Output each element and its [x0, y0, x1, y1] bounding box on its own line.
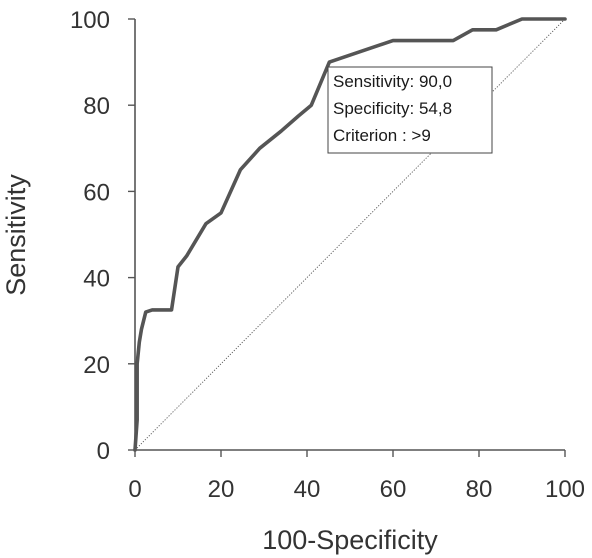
reference-line-layer	[134, 18, 566, 451]
x-tick-label: 0	[128, 476, 141, 503]
series-layer	[133, 17, 567, 452]
x-axis-title: 100-Specificity	[262, 525, 438, 555]
x-tick-labels: 0 20 40 60 80 100	[128, 476, 585, 503]
x-tick-label: 100	[545, 476, 585, 503]
x-tick-label: 40	[294, 476, 321, 503]
y-axis-title: Sensitivity	[1, 174, 31, 296]
y-tick-label: 60	[83, 179, 110, 206]
y-tick-label: 80	[83, 93, 110, 120]
reference-diagonal-line	[134, 18, 566, 451]
x-tick-label: 60	[380, 476, 407, 503]
y-tick-label: 0	[97, 438, 110, 465]
y-tick-labels: 0 20 40 60 80 100	[70, 7, 110, 465]
annotation-frame	[327, 66, 493, 154]
annotation-box: Sensitivity: 90,0 Specificity: 54,8 Crit…	[327, 66, 493, 154]
annotation-criterion: Criterion : >9	[333, 126, 431, 145]
y-tick-label: 40	[83, 266, 110, 293]
y-tick-label: 100	[70, 7, 110, 34]
axes-layer	[128, 18, 566, 457]
roc-curve-line	[133, 17, 567, 452]
annotation-specificity: Specificity: 54,8	[333, 99, 452, 118]
y-tick-label: 20	[83, 352, 110, 379]
annotation-sensitivity: Sensitivity: 90,0	[333, 72, 452, 91]
x-tick-label: 80	[466, 476, 493, 503]
x-tick-label: 20	[208, 476, 235, 503]
